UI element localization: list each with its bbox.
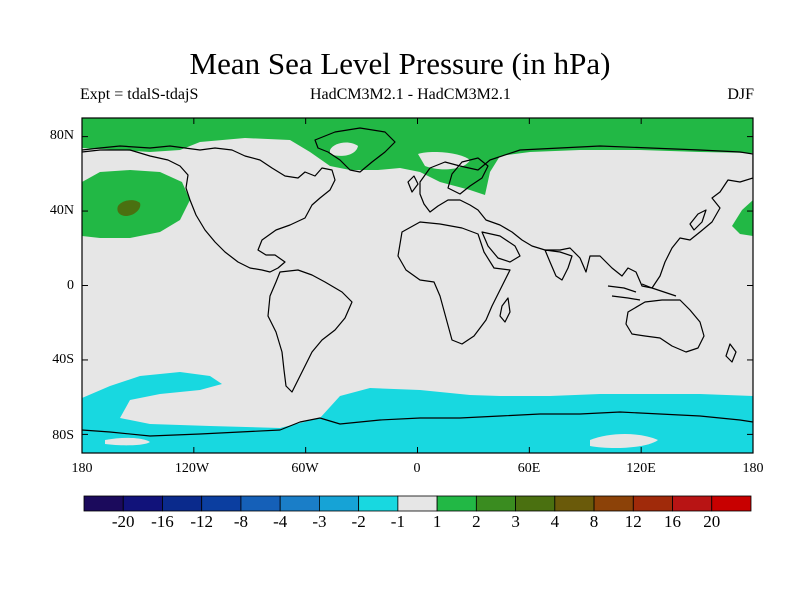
coastline-south-america — [267, 269, 353, 393]
colorbar-swatch — [672, 495, 713, 512]
lon-tick-120w: 120W — [174, 461, 210, 476]
lon-tick-0: 0 — [413, 461, 421, 476]
colorbar-swatch — [122, 495, 163, 512]
colorbar-label: -4 — [273, 512, 288, 531]
colorbar-label: -3 — [312, 512, 327, 531]
colorbar — [83, 495, 752, 512]
colorbar-label: 12 — [624, 512, 642, 531]
colorbar-label: 1 — [432, 512, 442, 531]
colorbar-swatch — [83, 495, 124, 512]
lon-tick-60w: 60W — [291, 461, 319, 476]
colorbar-swatch — [279, 495, 320, 512]
colorbar-label: -16 — [151, 512, 174, 531]
north-pacific-positive-anomaly-west — [732, 200, 753, 236]
colorbar-swatch — [632, 495, 673, 512]
colorbar-label: 2 — [472, 512, 481, 531]
lon-tick-120e: 120E — [626, 461, 656, 476]
arctic-near-zero-hole-greenland — [330, 142, 358, 156]
colorbar-swatch — [240, 495, 281, 512]
colorbar-label: 20 — [703, 512, 721, 531]
colorbar-swatch — [319, 495, 360, 512]
coastline-north-america — [82, 145, 336, 273]
colorbar-label: 16 — [664, 512, 682, 531]
north-pacific-core — [117, 200, 141, 216]
colorbar-label: -8 — [233, 512, 249, 531]
colorbar-label: 8 — [589, 512, 599, 531]
lon-tick-180-west: 180 — [71, 461, 93, 476]
coastline-india — [544, 249, 573, 281]
coastline-indonesia — [607, 283, 677, 301]
colorbar-swatch — [475, 495, 516, 512]
lat-tick-40n: 40N — [49, 203, 74, 218]
coastline-japan — [689, 209, 707, 231]
colorbar-swatch — [593, 495, 634, 512]
colorbar-swatch — [711, 495, 752, 512]
coastline-africa — [397, 221, 511, 345]
antarctic-near-zero-patch-west — [105, 437, 150, 446]
lon-tick-180-east: 180 — [742, 461, 764, 476]
colorbar-label: 3 — [511, 512, 520, 531]
southern-ocean-negative-anomaly — [82, 372, 753, 453]
colorbar-swatch — [201, 495, 242, 512]
coastline-greenland — [314, 127, 396, 173]
antarctic-near-zero-patch-east — [590, 434, 658, 448]
coastline-madagascar — [499, 297, 511, 323]
colorbar-swatch — [436, 495, 477, 512]
colorbar-label: -12 — [190, 512, 214, 531]
experiment-label: Expt = tdalS-tdajS — [80, 86, 199, 103]
lat-tick-40s: 40S — [52, 352, 74, 367]
coastline-australia — [625, 299, 705, 353]
arctic-positive-anomaly — [82, 118, 753, 195]
coastlines — [82, 127, 753, 437]
colorbar-label: -20 — [111, 512, 135, 531]
colorbar-swatch — [397, 495, 438, 512]
colorbar-label: -1 — [390, 512, 405, 531]
axis-tick-marks — [81, 118, 754, 453]
colorbar-swatch — [554, 495, 595, 512]
coastline-scandinavia — [447, 157, 489, 195]
lat-tick-80s: 80S — [52, 428, 74, 443]
coastline-arabia — [481, 231, 521, 263]
coastline-uk — [407, 175, 419, 193]
coastline-new-zealand — [725, 343, 737, 363]
map-title: Mean Sea Level Pressure (in hPa) — [189, 46, 611, 81]
lon-tick-60e: 60E — [517, 461, 541, 476]
colorbar-swatch — [162, 495, 203, 512]
season-label: DJF — [727, 86, 754, 103]
lat-tick-80n: 80N — [49, 128, 74, 143]
colorbar-label: 4 — [550, 512, 560, 531]
colorbar-swatch — [515, 495, 556, 512]
lat-tick-0: 0 — [67, 278, 74, 293]
colorbar-swatch — [358, 495, 399, 512]
colorbar-label: -2 — [351, 512, 366, 531]
model-label: HadCM3M2.1 - HadCM3M2.1 — [310, 86, 511, 103]
coastline-antarctica — [82, 411, 753, 437]
